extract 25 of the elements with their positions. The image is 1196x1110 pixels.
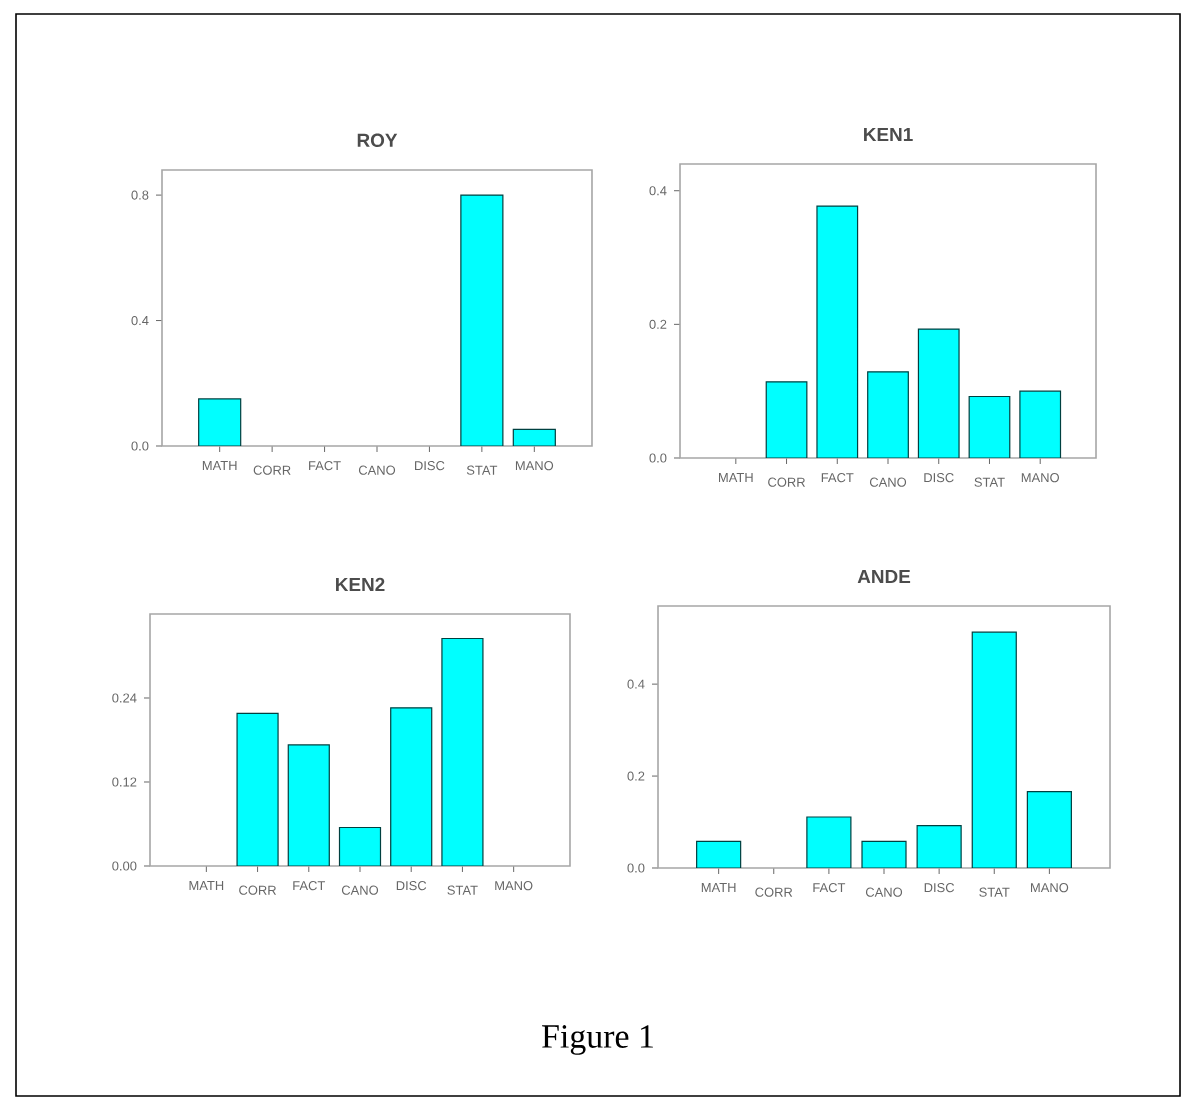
bar — [441, 637, 484, 866]
bar — [338, 826, 382, 866]
bar — [766, 381, 807, 458]
bar — [862, 841, 907, 868]
bar — [971, 631, 1017, 868]
chart-title: ANDE — [857, 569, 911, 583]
bar — [969, 396, 1010, 458]
chart-title: KEN1 — [864, 127, 913, 141]
bar — [867, 371, 909, 458]
bar — [918, 329, 960, 458]
chart-title: KEN2 — [336, 577, 385, 592]
bar — [1026, 791, 1072, 868]
caption: Figure 1 — [542, 1025, 653, 1055]
bar — [236, 712, 279, 866]
bar — [806, 816, 852, 868]
chart-title: ROY — [357, 133, 398, 148]
bar — [460, 194, 504, 446]
bar — [198, 398, 242, 446]
bar — [916, 825, 962, 868]
bar — [1019, 390, 1062, 458]
bar — [816, 206, 858, 458]
bar — [512, 428, 556, 446]
bar — [390, 707, 433, 866]
bar — [287, 744, 330, 866]
bar — [696, 841, 741, 868]
